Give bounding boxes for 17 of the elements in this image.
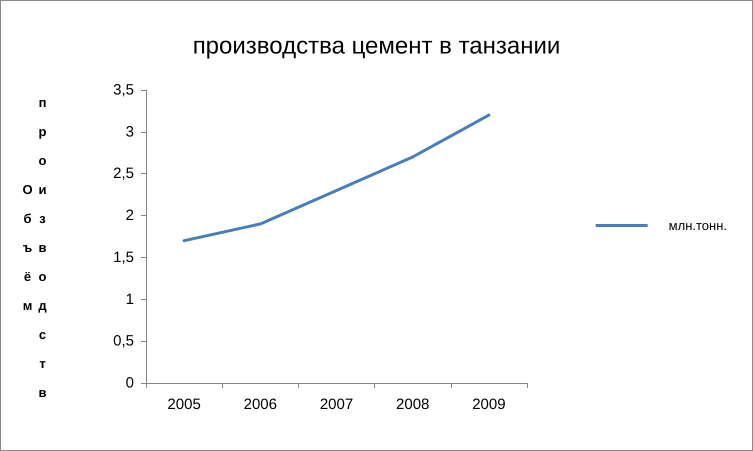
legend-label: млн.тонн.	[668, 218, 728, 233]
y-tick-label: 3	[126, 123, 134, 140]
chart-title: производства цемент в танзании	[192, 32, 560, 60]
x-tick-label: 2009	[472, 396, 506, 413]
x-tick-label: 2005	[167, 396, 201, 413]
y-tick-label: 2	[126, 207, 134, 224]
y-tick-label: 1	[126, 290, 134, 308]
x-tick-label: 2006	[244, 396, 277, 413]
y-tick-label: 1,5	[113, 248, 134, 266]
y-tick-label: 0,5	[113, 332, 134, 350]
x-tick-label: 2008	[396, 396, 430, 413]
x-tick-label: 2007	[320, 396, 354, 413]
y-tick-label: 3,5	[113, 82, 134, 98]
y-tick-label: 0	[126, 374, 134, 392]
y-axis-title: Объём производств	[20, 94, 50, 416]
line-series	[182, 114, 490, 242]
y-tick-label: 2,5	[113, 165, 134, 182]
